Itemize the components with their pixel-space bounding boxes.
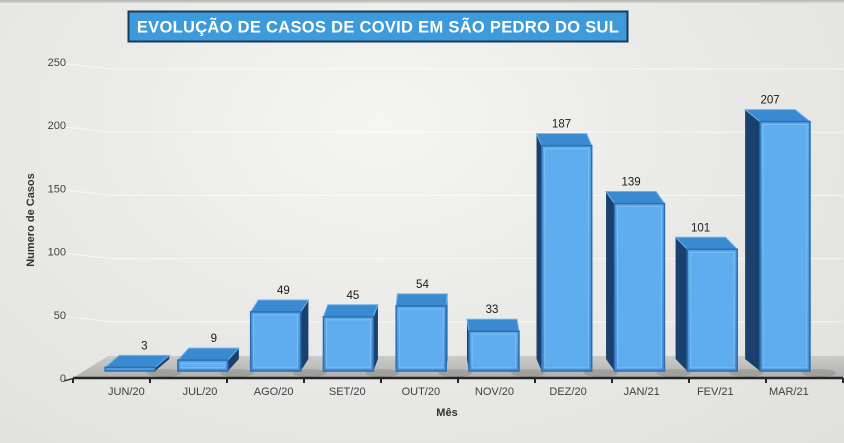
bar-value-label: 207 [761,95,780,107]
bar-value-label: 139 [621,177,640,189]
bar-out-20: 54 [395,279,473,377]
y-tick-label: 0 [60,373,66,385]
bar-dez-20: 187 [535,119,618,377]
bar-value-label: 45 [347,290,360,302]
bar-side-face [373,304,378,371]
gridline-200 [49,124,843,133]
bar-top-face [322,304,379,318]
gridlines [49,61,843,323]
bar-mar-21: 207 [743,95,837,377]
bar-top-face [466,318,520,332]
bar-side-face [675,237,688,371]
chart-title: EVOLUÇÃO DE CASOS DE COVID EM SÃO PEDRO … [137,17,619,37]
x-tick-label: OUT/20 [402,386,441,398]
bar-value-label: 101 [691,222,710,234]
bar-series: 3 9 49 45 54 33 187 139 101 207 [103,95,837,377]
bar-side-face [745,109,761,371]
bar-value-label: 3 [141,340,147,352]
y-tick-label: 50 [54,310,66,322]
bar-side-face [227,348,239,371]
bar-front-bevel [471,333,517,369]
y-tick-label: 250 [48,57,66,69]
bar-front-face [104,366,156,372]
bar-ago-20: 49 [249,285,327,377]
bar-side-face [155,355,170,371]
bar-front-bevel [398,308,444,369]
gridline-100 [49,251,843,260]
gridline-250 [49,61,843,70]
bar-side-face [300,299,309,371]
bar-value-label: 187 [552,119,571,131]
bar-top-face [535,133,593,147]
x-axis [63,376,844,383]
bar-front-bevel [325,319,371,369]
y-axis-title: Numero de Casos [25,173,37,267]
bar-value-label: 33 [486,304,499,316]
bar-set-20: 45 [322,290,400,377]
bar-front-bevel [616,206,662,369]
zero-connector [63,377,74,382]
bar-front-bevel [689,251,735,369]
bar-top-face [674,236,739,250]
x-tick-label: JAN/21 [624,386,660,398]
axis-labels: 0 50 100 150 200 250 JUN/20 JUL/20 AGO/20 SET/20 O… [48,57,809,398]
x-tick-label: FEV/21 [697,386,734,398]
bar-front-bevel [544,148,590,369]
bar-value-label: 49 [277,285,290,297]
bar-value-label: 9 [211,333,217,345]
gridline-50 [49,314,843,323]
bar-jun-20: 3 [103,340,182,377]
bar-front-bevel [180,362,226,369]
y-tick-label: 100 [48,247,66,259]
x-tick-label: MAR/21 [769,386,809,398]
x-tick-label: JUN/20 [108,386,145,398]
x-tick-label: NOV/20 [475,386,514,398]
x-tick-label: DEZ/20 [549,386,586,398]
bar-top-face [605,191,666,205]
bar-fev-21: 101 [674,222,764,377]
bar-nov-20: 33 [466,304,545,377]
bar-front-bevel [253,314,299,369]
bar-side-face [536,133,542,371]
x-axis-title: Mês [436,407,457,419]
chart-title-box [127,10,629,43]
bar-jan-21: 139 [605,177,691,377]
bar-front-bevel [762,124,808,369]
bar-side-face [606,191,615,371]
bar-value-label: 54 [416,279,429,291]
gridline-150 [49,187,843,196]
x-tick-label: JUL/20 [183,386,218,398]
x-tick-label: SET/20 [329,386,366,398]
x-tick-label: AGO/20 [254,386,294,398]
bar-jul-20: 9 [176,333,254,377]
bar-top-face [249,299,310,313]
bar-top-face [395,293,449,307]
y-tick-label: 200 [48,120,66,132]
y-tick-label: 150 [48,183,66,195]
bar-top-face [176,347,241,361]
